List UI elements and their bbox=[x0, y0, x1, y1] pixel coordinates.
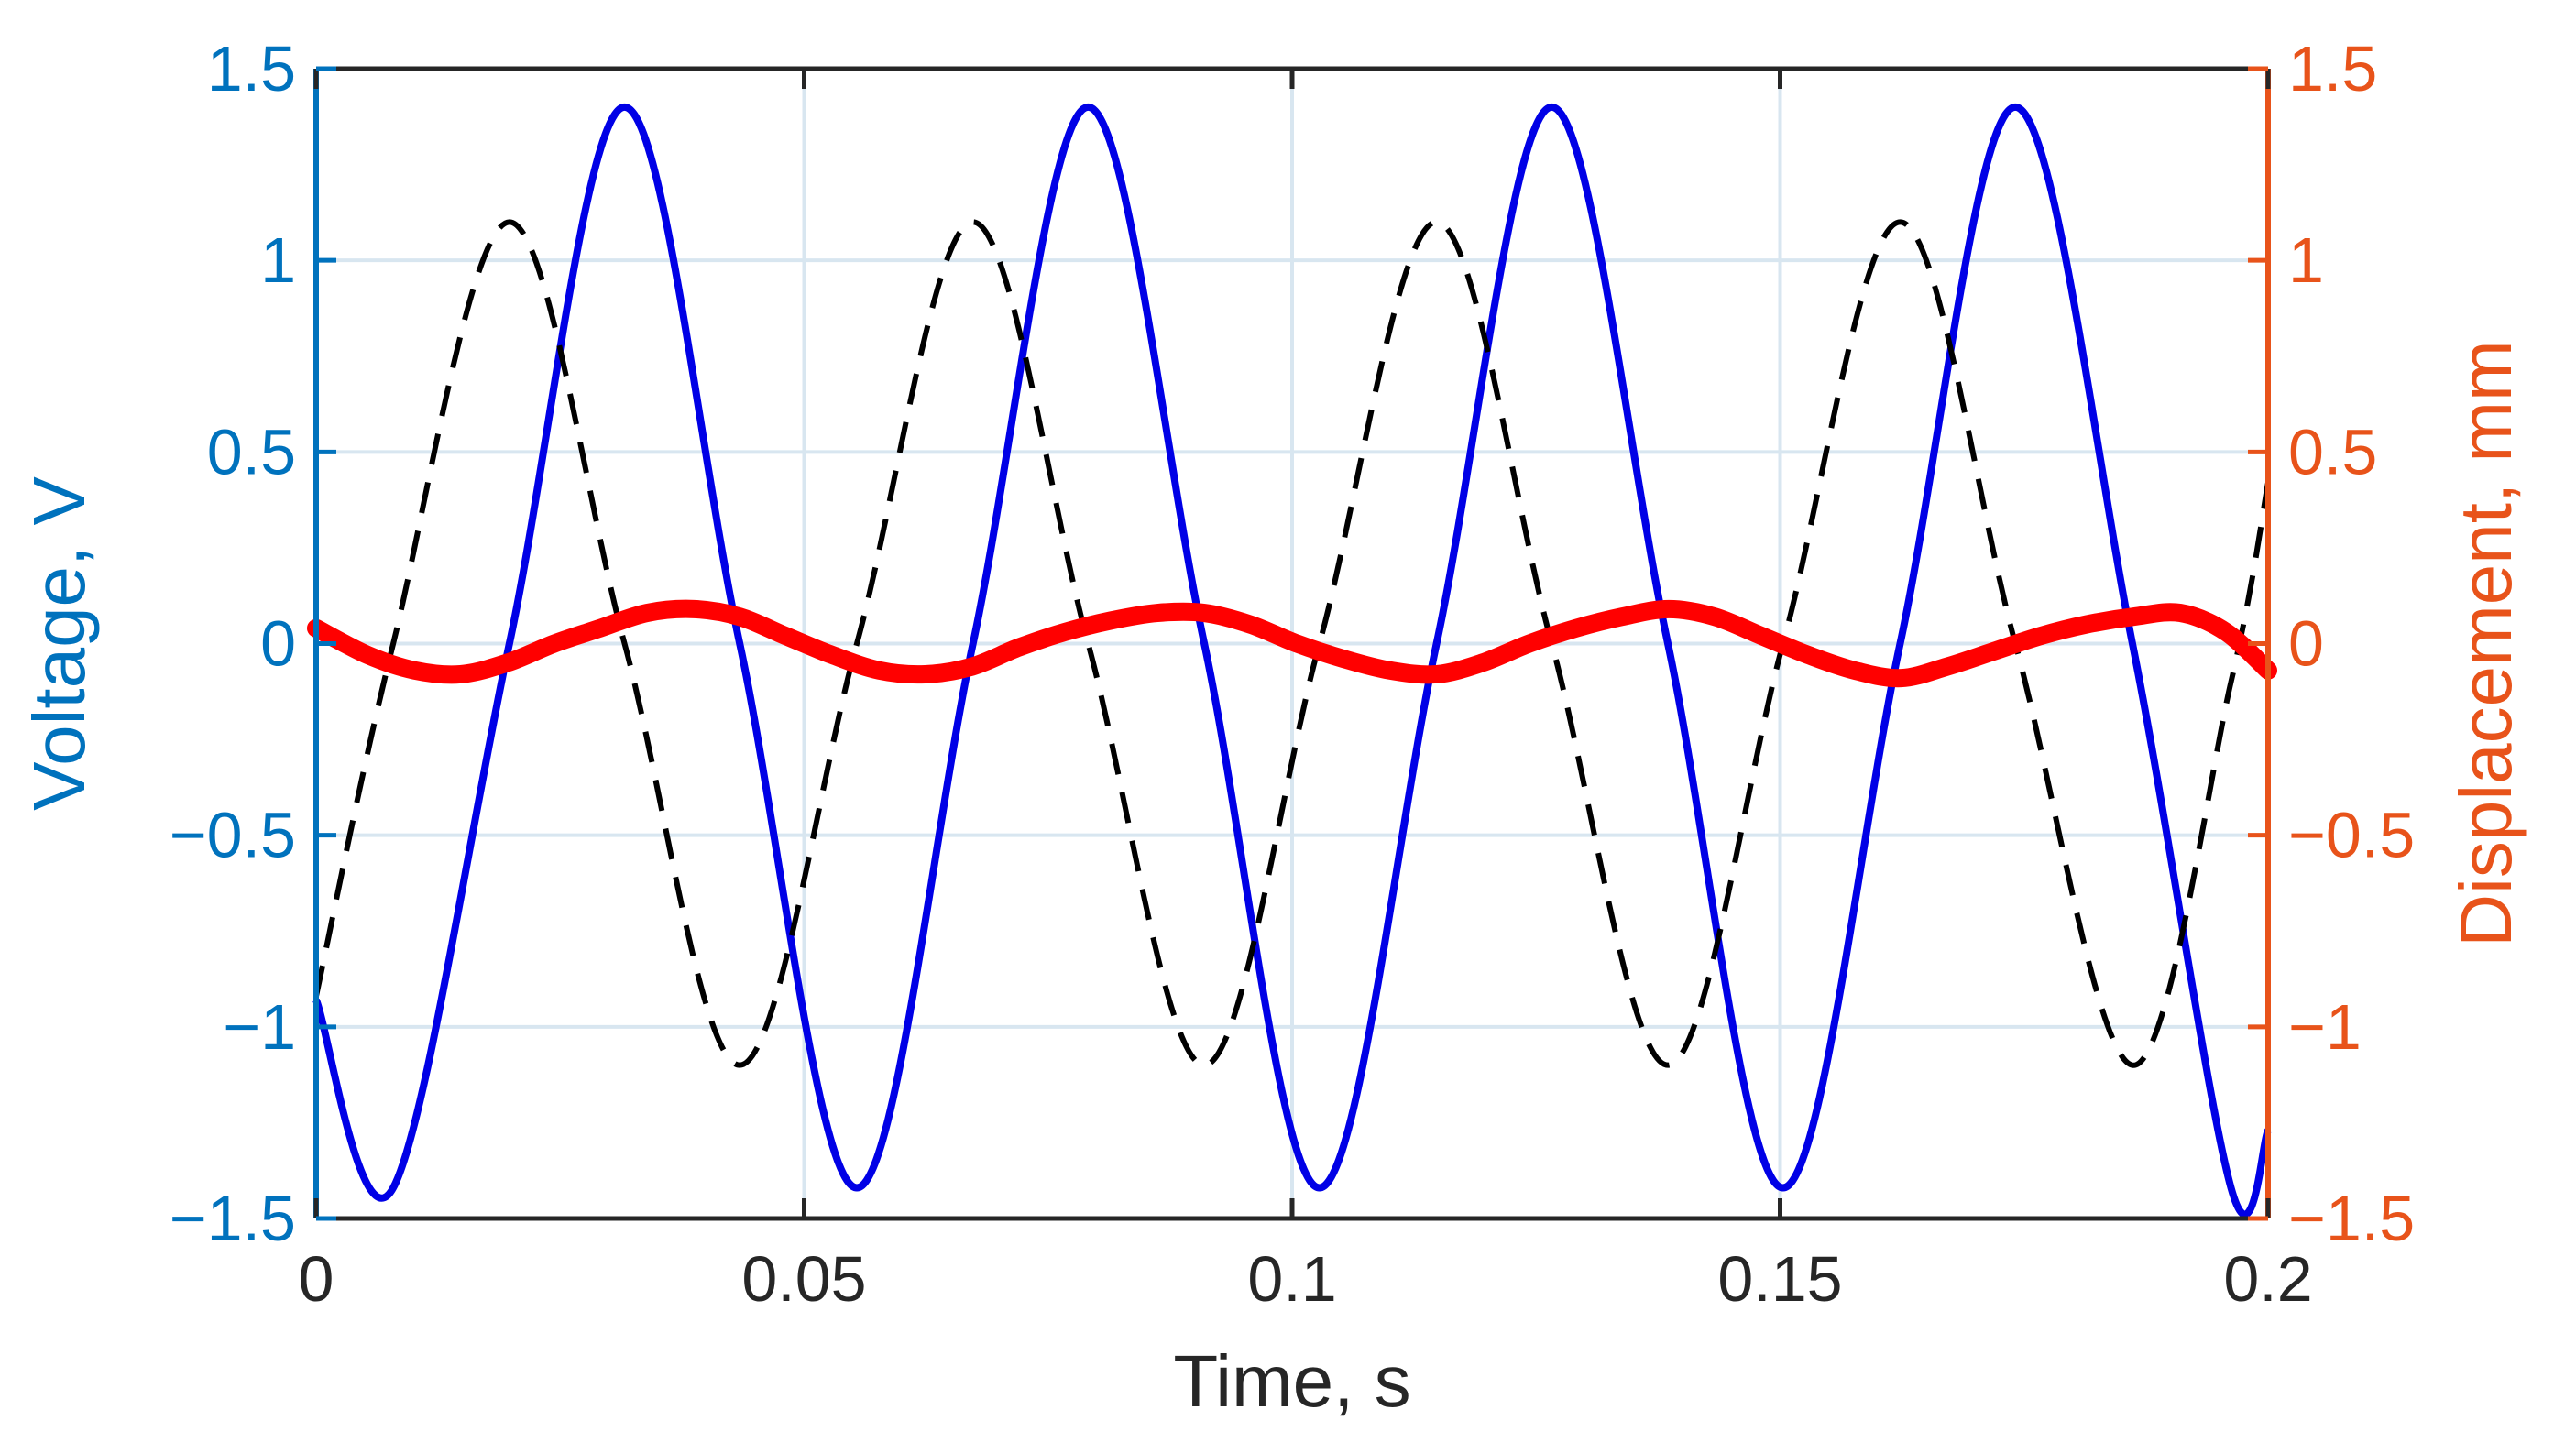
left-y-tick-label: 1 bbox=[260, 224, 296, 296]
x-tick-label: 0.1 bbox=[1247, 1243, 1336, 1315]
right-y-tick-label: −1 bbox=[2288, 991, 2362, 1063]
right-y-tick-label: 0 bbox=[2288, 608, 2324, 680]
right-y-tick-label: 1.5 bbox=[2288, 33, 2377, 104]
right-y-tick-label: −0.5 bbox=[2288, 800, 2415, 871]
left-y-axis-title: Voltage, V bbox=[18, 476, 100, 811]
left-y-tick-label: 0 bbox=[260, 608, 296, 680]
right-y-tick-label: 1 bbox=[2288, 224, 2324, 296]
left-y-tick-label: −0.5 bbox=[170, 800, 296, 871]
x-tick-label: 0.15 bbox=[1717, 1243, 1842, 1315]
plot-area bbox=[307, 103, 2277, 1218]
left-y-tick-label: 1.5 bbox=[207, 33, 296, 104]
right-y-axis-title: Displacement, mm bbox=[2445, 340, 2527, 946]
left-y-tick-label: 0.5 bbox=[207, 416, 296, 487]
x-tick-label: 0 bbox=[299, 1243, 334, 1315]
tick-labels: 0 0.05 0.1 0.15 0.2 1.5 1 0.5 0 −0.5 −1 −1.5 1.5 1 0.5… bbox=[170, 33, 2415, 1315]
series-line-3 bbox=[307, 599, 2277, 688]
x-tick-label: 0.05 bbox=[741, 1243, 866, 1315]
series-line-1 bbox=[312, 103, 2272, 1218]
right-y-tick-label: 0.5 bbox=[2288, 416, 2377, 487]
right-y-tick-label: −1.5 bbox=[2288, 1183, 2415, 1254]
x-tick-label: 0.2 bbox=[2223, 1243, 2312, 1315]
x-axis-title: Time, s bbox=[1173, 1340, 1410, 1422]
axes bbox=[313, 66, 2271, 1221]
left-y-tick-label: −1 bbox=[223, 991, 296, 1063]
left-y-tick-label: −1.5 bbox=[170, 1183, 296, 1254]
series-line-2 bbox=[313, 219, 2271, 1068]
